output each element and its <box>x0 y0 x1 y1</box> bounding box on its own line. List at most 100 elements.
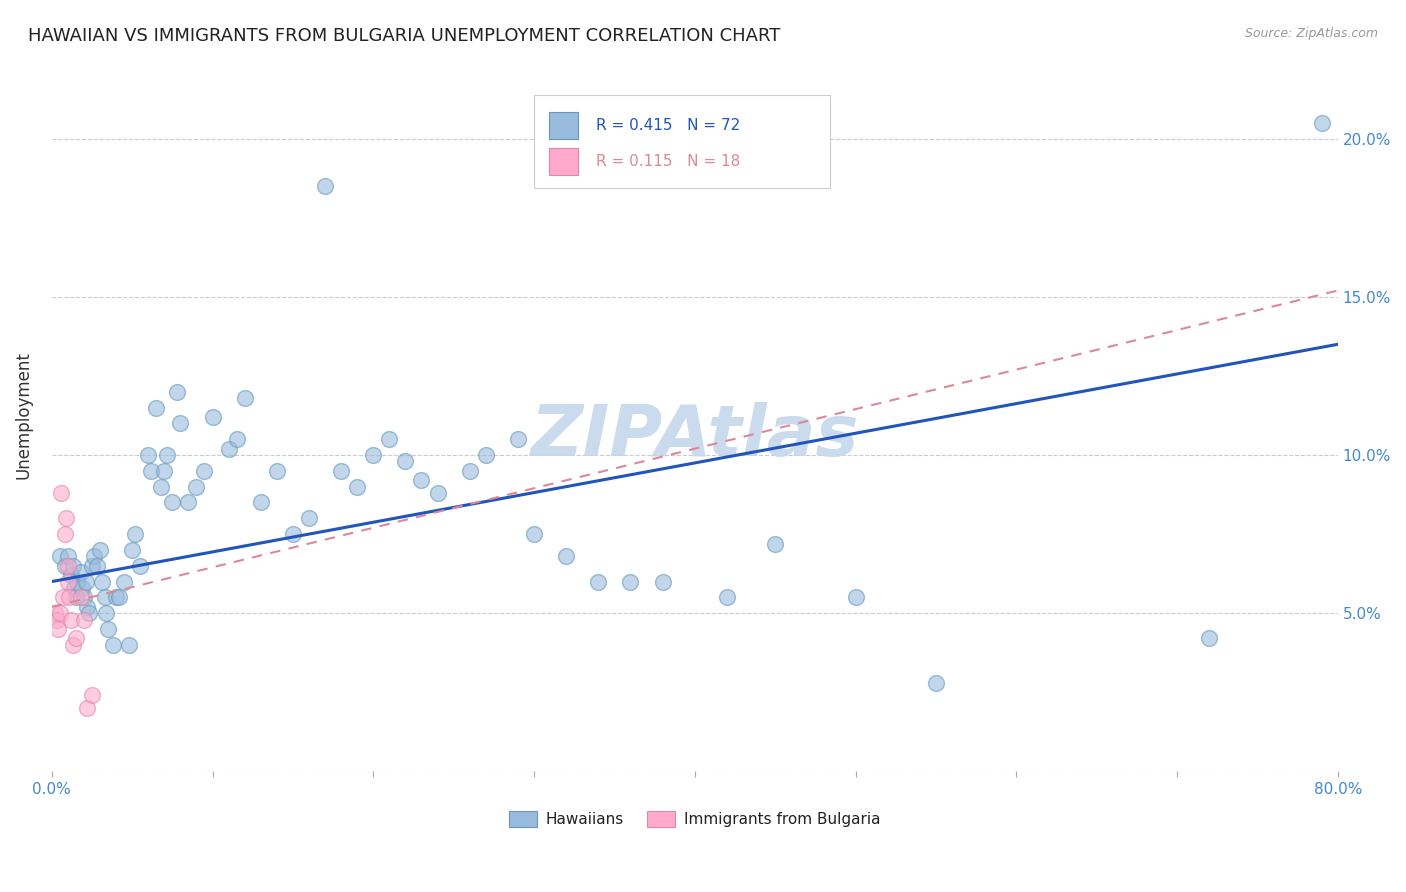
Point <box>49 606 72 620</box>
Point <box>65 591 87 605</box>
Point <box>105 591 128 605</box>
Point <box>49 549 72 564</box>
Point <box>60 613 83 627</box>
FancyBboxPatch shape <box>550 112 578 139</box>
Point <box>136 448 159 462</box>
Point <box>225 432 247 446</box>
FancyBboxPatch shape <box>534 95 830 187</box>
Point <box>249 495 271 509</box>
Point <box>121 543 143 558</box>
Point <box>73 591 96 605</box>
Point <box>506 432 529 446</box>
Point <box>475 448 498 462</box>
Point <box>169 417 191 431</box>
Point <box>844 591 866 605</box>
Point <box>97 622 120 636</box>
Point <box>233 391 256 405</box>
Point <box>716 591 738 605</box>
Point <box>94 591 117 605</box>
Point <box>555 549 578 564</box>
Point <box>62 558 84 573</box>
Point <box>63 581 86 595</box>
Point <box>619 574 641 589</box>
Point <box>153 464 176 478</box>
Point <box>90 574 112 589</box>
Point <box>56 558 79 573</box>
Point <box>651 574 673 589</box>
Point <box>69 591 91 605</box>
Point <box>346 480 368 494</box>
Point <box>186 480 208 494</box>
Point <box>218 442 240 456</box>
Point <box>588 574 610 589</box>
Point <box>53 558 76 573</box>
Point <box>86 558 108 573</box>
Point <box>80 689 103 703</box>
Point <box>145 401 167 415</box>
Point <box>45 613 67 627</box>
Point <box>112 574 135 589</box>
Point <box>266 464 288 478</box>
Legend: Hawaiians, Immigrants from Bulgaria: Hawaiians, Immigrants from Bulgaria <box>502 804 889 835</box>
Point <box>76 599 98 614</box>
Point <box>69 565 91 579</box>
Point <box>58 591 80 605</box>
Point <box>177 495 200 509</box>
FancyBboxPatch shape <box>550 148 578 175</box>
Point <box>141 464 163 478</box>
Point <box>394 454 416 468</box>
Point <box>523 527 546 541</box>
Point <box>56 549 79 564</box>
Point <box>73 613 96 627</box>
Point <box>55 511 77 525</box>
Point <box>925 675 948 690</box>
Point <box>129 558 152 573</box>
Point <box>66 574 89 589</box>
Point <box>75 574 97 589</box>
Point <box>411 473 433 487</box>
Text: R = 0.115   N = 18: R = 0.115 N = 18 <box>596 154 740 169</box>
Point <box>44 606 66 620</box>
Point <box>83 549 105 564</box>
Point <box>80 558 103 573</box>
Point <box>314 179 336 194</box>
Point <box>89 543 111 558</box>
Point <box>52 591 75 605</box>
Point <box>458 464 481 478</box>
Point <box>201 410 224 425</box>
Point <box>62 638 84 652</box>
Point <box>72 581 94 595</box>
Point <box>378 432 401 446</box>
Point <box>101 638 124 652</box>
Point <box>162 495 184 509</box>
Text: Source: ZipAtlas.com: Source: ZipAtlas.com <box>1244 27 1378 40</box>
Point <box>150 480 173 494</box>
Text: HAWAIIAN VS IMMIGRANTS FROM BULGARIA UNEMPLOYMENT CORRELATION CHART: HAWAIIAN VS IMMIGRANTS FROM BULGARIA UNE… <box>28 27 780 45</box>
Point <box>56 574 79 589</box>
Point <box>361 448 384 462</box>
Point <box>298 511 321 525</box>
Point <box>166 384 188 399</box>
Point <box>96 606 118 620</box>
Point <box>118 638 141 652</box>
Point <box>1310 116 1333 130</box>
Point <box>426 486 449 500</box>
Point <box>763 536 786 550</box>
Point <box>156 448 179 462</box>
Point <box>77 606 100 620</box>
Text: ZIPAtlas: ZIPAtlas <box>530 402 859 471</box>
Point <box>108 591 131 605</box>
Point <box>46 622 69 636</box>
Point <box>330 464 353 478</box>
Point <box>281 527 304 541</box>
Text: R = 0.415   N = 72: R = 0.415 N = 72 <box>596 119 740 133</box>
Point <box>53 527 76 541</box>
Point <box>51 486 73 500</box>
Point <box>1198 632 1220 646</box>
Y-axis label: Unemployment: Unemployment <box>15 351 32 479</box>
Point <box>193 464 215 478</box>
Point <box>124 527 146 541</box>
Point <box>65 632 87 646</box>
Point <box>60 568 83 582</box>
Point <box>76 701 98 715</box>
